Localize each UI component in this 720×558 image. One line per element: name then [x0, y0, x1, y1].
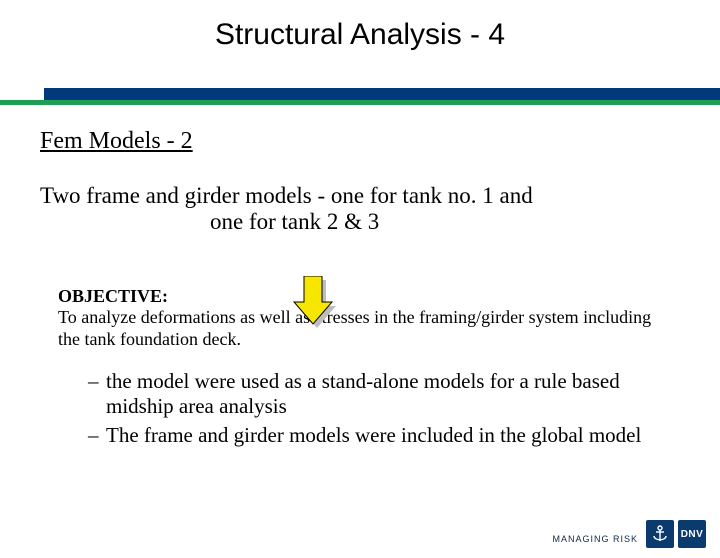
body-line-1: Two frame and girder models - one for ta…: [40, 183, 680, 209]
slide-title: Structural Analysis - 4: [0, 18, 720, 52]
logo-group: DNV: [646, 520, 706, 548]
objective-block: OBJECTIVE: To analyze deformations as we…: [58, 286, 676, 351]
bullet-text: The frame and girder models were include…: [106, 423, 670, 448]
footer-tagline: MANAGING RISK: [552, 534, 638, 548]
dash-icon: –: [88, 369, 106, 419]
rule-blue-bar: [44, 88, 720, 100]
rule-green-bar: [0, 100, 720, 105]
dnv-logo-text: DNV: [681, 529, 704, 540]
subheading: Fem Models - 2: [40, 128, 680, 155]
bullet-text: the model were used as a stand-alone mod…: [106, 369, 670, 419]
dash-icon: –: [88, 423, 106, 448]
list-item: – the model were used as a stand-alone m…: [88, 369, 670, 419]
anchor-icon: [646, 520, 674, 548]
objective-label: OBJECTIVE:: [58, 286, 676, 308]
title-rule: [0, 88, 720, 108]
body-paragraph: Two frame and girder models - one for ta…: [40, 183, 680, 236]
dnv-logo: DNV: [678, 520, 706, 548]
bullet-list: – the model were used as a stand-alone m…: [88, 369, 670, 449]
objective-text: To analyze deformations as well as stres…: [58, 307, 676, 350]
list-item: – The frame and girder models were inclu…: [88, 423, 670, 448]
content-area: Fem Models - 2 Two frame and girder mode…: [40, 128, 680, 452]
down-arrow-icon: [290, 276, 340, 332]
footer: MANAGING RISK DNV: [552, 520, 706, 548]
body-line-2: one for tank 2 & 3: [40, 209, 680, 235]
